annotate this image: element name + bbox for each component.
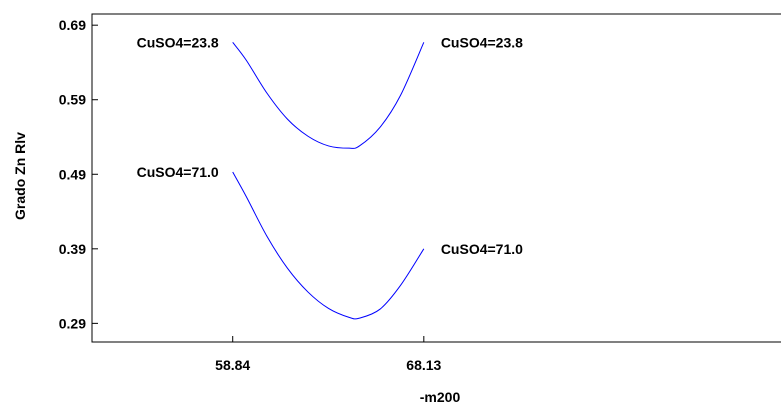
tick-labels: 0.29 0.39 0.49 0.59 0.69 58.84 68.13: [59, 17, 442, 373]
x-tick-label-0: 58.84: [215, 357, 250, 373]
curve-label-2: CuSO4=71.0: [137, 164, 219, 180]
series-line-1: [232, 171, 425, 320]
plot-frame: [91, 13, 781, 343]
series-line-0: [232, 42, 425, 149]
x-tick-label-1: 68.13: [406, 357, 441, 373]
curve-label-0: CuSO4=23.8: [137, 34, 219, 50]
x-axis-label: -m200: [420, 389, 461, 405]
y-tick-label-3: 0.59: [59, 92, 86, 108]
curve-label-3: CuSO4=71.0: [441, 241, 523, 257]
y-tick-label-2: 0.49: [59, 166, 86, 182]
y-tick-label-1: 0.39: [59, 241, 86, 257]
series-group: [232, 42, 425, 320]
y-axis-label: Grado Zn Rlv: [12, 132, 28, 220]
annotations: CuSO4=23.8 CuSO4=23.8 CuSO4=71.0 CuSO4=71.0: [137, 34, 524, 256]
y-tick-label-4: 0.69: [59, 17, 86, 33]
curve-label-1: CuSO4=23.8: [441, 34, 523, 50]
y-tick-label-0: 0.29: [59, 315, 86, 331]
tick-marks: [92, 24, 425, 342]
